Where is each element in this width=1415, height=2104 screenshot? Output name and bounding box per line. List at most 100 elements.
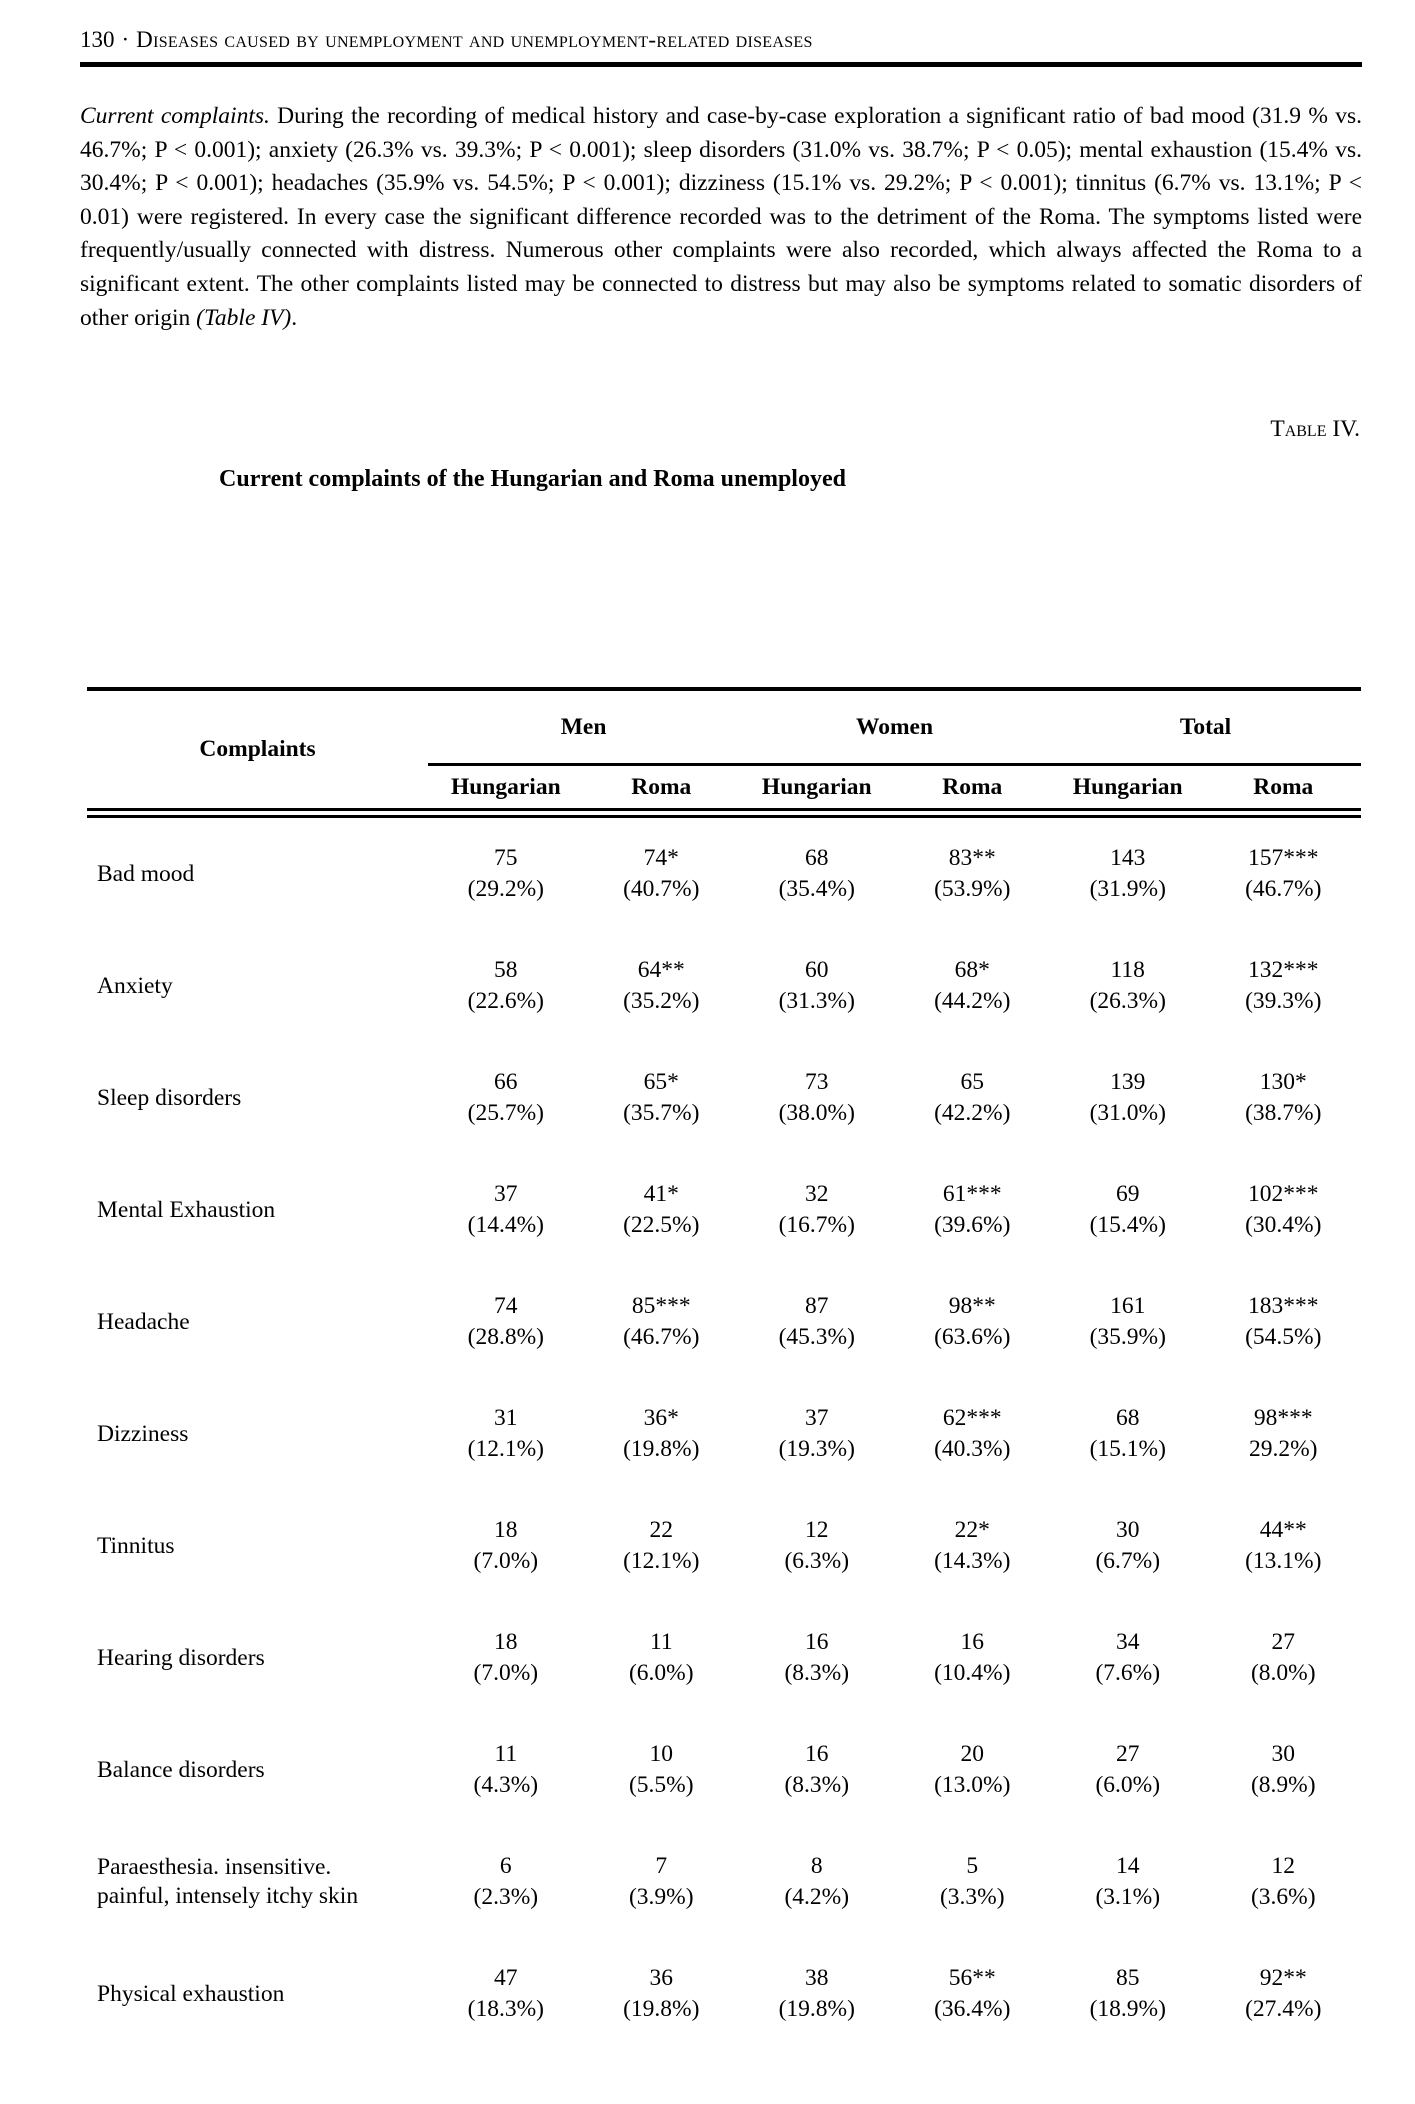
- count-value: 5: [966, 1853, 979, 1879]
- count-value: 118: [1110, 957, 1145, 983]
- count-value: 157***: [1247, 845, 1319, 871]
- table-body: Bad mood 75 (29.2%) 74* (40.7%) 68 (35.4%) 83**…: [87, 813, 1361, 2050]
- percent-value: (30.4%): [1245, 1212, 1322, 1238]
- data-cell: 20 (13.0%): [895, 1714, 1050, 1826]
- complaint-label-line: painful, intensely itchy skin: [97, 1883, 359, 1909]
- count-value: 65: [960, 1069, 985, 1095]
- count-value: 11: [494, 1741, 518, 1767]
- count-value: 66: [494, 1069, 518, 1095]
- table-header: Complaints Men Women Total Hungarian Rom…: [87, 689, 1361, 818]
- percent-value: (3.6%): [1250, 1884, 1316, 1910]
- data-cell: 11 (6.0%): [584, 1602, 739, 1714]
- complaint-label-line: Hearing disorders: [97, 1644, 265, 1671]
- table-row: Bad mood 75 (29.2%) 74* (40.7%) 68 (35.4%) 83**…: [87, 813, 1361, 930]
- count-value: 36: [649, 1965, 674, 1991]
- percent-value: (40.7%): [623, 876, 700, 902]
- count-value: 85***: [631, 1293, 691, 1319]
- count-value: 102***: [1247, 1181, 1319, 1207]
- data-cell: 64** (35.2%): [584, 930, 739, 1042]
- subheader-men-hungarian: Hungarian: [428, 764, 584, 818]
- count-value: 73: [805, 1069, 829, 1095]
- complaint-label-line: Dizziness: [97, 1420, 189, 1447]
- table-row: Sleep disorders 66 (25.7%) 65* (35.7%) 73 (38.…: [87, 1042, 1361, 1154]
- percent-value: (26.3%): [1089, 988, 1166, 1014]
- count-value: 83**: [948, 845, 996, 871]
- percent-value: (7.0%): [473, 1548, 539, 1574]
- percent-value: (8.3%): [784, 1660, 850, 1686]
- percent-value: (54.5%): [1245, 1324, 1322, 1350]
- data-cell: 32 (16.7%): [739, 1154, 894, 1266]
- count-value: 132***: [1247, 957, 1319, 983]
- data-cell: 65* (35.7%): [584, 1042, 739, 1154]
- data-cell: 85*** (46.7%): [584, 1266, 739, 1378]
- data-cell: 18 (7.0%): [428, 1602, 583, 1714]
- count-value: 30: [1271, 1741, 1295, 1767]
- percent-value: (13.1%): [1245, 1548, 1322, 1574]
- count-value: 6: [499, 1853, 512, 1879]
- complaint-label: Anxiety: [87, 930, 428, 1042]
- data-cell: 92** (27.4%): [1205, 1938, 1361, 2050]
- percent-value: (38.0%): [778, 1100, 855, 1126]
- count-value: 44**: [1259, 1517, 1307, 1543]
- group-header-women: Women: [739, 689, 1050, 766]
- data-cell: 143 (31.9%): [1050, 813, 1205, 930]
- data-cell: 18 (7.0%): [428, 1490, 583, 1602]
- complaint-label-line: Tinnitus: [97, 1532, 175, 1559]
- data-cell: 161 (35.9%): [1050, 1266, 1205, 1378]
- count-value: 38: [805, 1965, 829, 1991]
- complaint-label-line: Headache: [97, 1308, 190, 1335]
- complaint-label-line: Sleep disorders: [97, 1084, 242, 1111]
- percent-value: (53.9%): [934, 876, 1011, 902]
- data-cell: 5 (3.3%): [895, 1826, 1050, 1938]
- data-cell: 6 (2.3%): [428, 1826, 583, 1938]
- percent-value: (10.4%): [934, 1660, 1011, 1686]
- percent-value: (5.5%): [628, 1772, 694, 1798]
- table-title: Current complaints of the Hungarian and …: [219, 466, 846, 492]
- percent-value: (18.3%): [467, 1996, 544, 2022]
- percent-value: (25.7%): [467, 1100, 544, 1126]
- paragraph-end: .: [291, 304, 298, 331]
- data-cell: 27 (6.0%): [1050, 1714, 1205, 1826]
- percent-value: (22.5%): [623, 1212, 700, 1238]
- percent-value: (6.0%): [1095, 1772, 1161, 1798]
- complaint-label: Dizziness: [87, 1378, 428, 1490]
- complaint-label-line: Paraesthesia. insensitive.: [97, 1854, 332, 1880]
- percent-value: (45.3%): [778, 1324, 855, 1350]
- complaint-label: Hearing disorders: [87, 1602, 428, 1714]
- percent-value: (46.7%): [1245, 876, 1322, 902]
- count-value: 30: [1115, 1517, 1140, 1543]
- data-cell: 98*** 29.2%): [1205, 1378, 1361, 1490]
- data-cell: 11 (4.3%): [428, 1714, 583, 1826]
- table-row: Physical exhaustion 47 (18.3%) 36 (19.8%) 38 (…: [87, 1938, 1361, 2050]
- running-head: 130 · Diseases caused by unemployment and …: [80, 28, 1362, 67]
- percent-value: (28.8%): [467, 1324, 544, 1350]
- data-cell: 36 (19.8%): [584, 1938, 739, 2050]
- complaint-label: Headache: [87, 1266, 428, 1378]
- count-value: 68: [1115, 1405, 1140, 1431]
- data-cell: 62*** (40.3%): [895, 1378, 1050, 1490]
- data-cell: 12 (6.3%): [739, 1490, 894, 1602]
- percent-value: (3.1%): [1095, 1884, 1161, 1910]
- data-cell: 69 (15.4%): [1050, 1154, 1205, 1266]
- table-number-label: Table IV.: [1270, 416, 1360, 442]
- data-cell: 157*** (46.7%): [1205, 813, 1361, 930]
- data-cell: 37 (19.3%): [739, 1378, 894, 1490]
- percent-value: (16.7%): [778, 1212, 855, 1238]
- table-row: Hearing disorders 18 (7.0%) 11 (6.0%) 16 (8.3%…: [87, 1602, 1361, 1714]
- complaint-label: Tinnitus: [87, 1490, 428, 1602]
- percent-value: (40.3%): [934, 1436, 1011, 1462]
- percent-value: (31.0%): [1089, 1100, 1166, 1126]
- count-value: 74: [494, 1293, 518, 1319]
- data-cell: 34 (7.6%): [1050, 1602, 1205, 1714]
- table-row: Tinnitus 18 (7.0%) 22 (12.1%) 12 (6.3%) 22* (14.…: [87, 1490, 1361, 1602]
- count-value: 56**: [948, 1965, 996, 1991]
- percent-value: (19.8%): [623, 1436, 700, 1462]
- subheader-women-roma: Roma: [894, 764, 1050, 818]
- count-value: 14: [1115, 1853, 1140, 1879]
- count-value: 16: [960, 1629, 985, 1655]
- data-cell: 16 (8.3%): [739, 1602, 894, 1714]
- percent-value: (35.4%): [778, 876, 855, 902]
- subheader-total-hungarian: Hungarian: [1050, 764, 1206, 818]
- count-value: 87: [805, 1293, 829, 1319]
- count-value: 161: [1110, 1293, 1146, 1319]
